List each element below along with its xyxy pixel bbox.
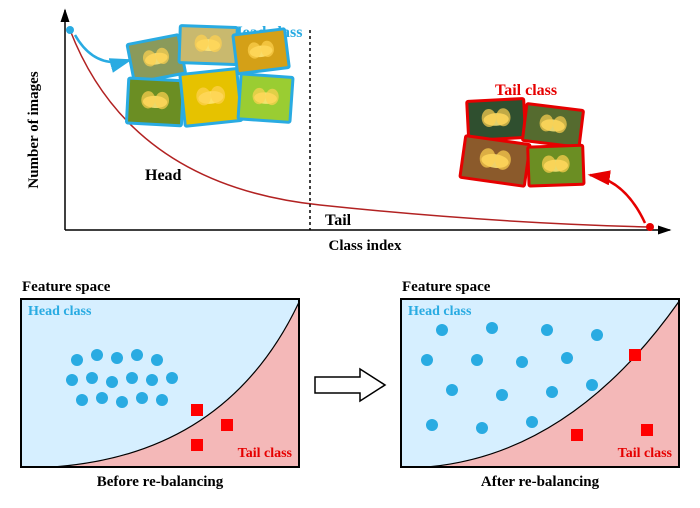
- before-caption: Before re-balancing: [20, 474, 300, 491]
- collage-tile: [526, 144, 585, 188]
- after-tail-label: Tail class: [618, 446, 672, 462]
- head-dot: [76, 394, 88, 406]
- head-dot: [476, 422, 488, 434]
- head-dot: [591, 329, 603, 341]
- head-dot: [526, 416, 538, 428]
- head-dot: [136, 392, 148, 404]
- head-dot: [471, 354, 483, 366]
- before-tail-label: Tail class: [238, 446, 292, 462]
- before-feature-box: Head class Tail class: [20, 298, 300, 468]
- tail-square: [191, 439, 203, 451]
- head-dot: [126, 372, 138, 384]
- after-panel: Feature space Head class Tail class Afte…: [400, 279, 680, 491]
- collage-tile: [236, 72, 294, 124]
- head-dot: [71, 354, 83, 366]
- head-dot: [496, 389, 508, 401]
- tail-square: [641, 424, 653, 436]
- collage-tile: [125, 76, 185, 127]
- head-dot: [96, 392, 108, 404]
- head-dot: [86, 372, 98, 384]
- head-dot: [516, 356, 528, 368]
- after-svg: [402, 300, 680, 468]
- head-dot: [541, 324, 553, 336]
- tail-square: [571, 429, 583, 441]
- head-dot: [421, 354, 433, 366]
- after-caption: After re-balancing: [400, 474, 680, 491]
- head-dot: [106, 376, 118, 388]
- before-panel-title: Feature space: [22, 279, 300, 296]
- head-dot: [66, 374, 78, 386]
- after-panel-title: Feature space: [402, 279, 680, 296]
- head-dot: [146, 374, 158, 386]
- curve-start-dot: [66, 26, 74, 34]
- tail-square: [191, 404, 203, 416]
- head-dot: [486, 322, 498, 334]
- head-region-label: Head: [145, 167, 182, 184]
- collage-tile: [177, 24, 238, 66]
- collage-tile: [521, 102, 585, 149]
- head-dot: [446, 384, 458, 396]
- head-dot: [166, 372, 178, 384]
- head-dot: [156, 394, 168, 406]
- head-dot: [131, 349, 143, 361]
- long-tail-distribution-chart: Number of images Class index Head Tail H…: [20, 5, 680, 255]
- before-panel: Feature space Head class Tail class Befo…: [20, 279, 300, 491]
- head-class-collage: [122, 21, 298, 140]
- collage-tile: [231, 27, 291, 75]
- tail-square: [629, 349, 641, 361]
- arrow-icon: [310, 365, 390, 405]
- head-dot: [426, 419, 438, 431]
- feature-space-comparison: Feature space Head class Tail class Befo…: [20, 270, 680, 500]
- collage-tile: [178, 67, 243, 128]
- tail-pointer-arrow: [590, 175, 645, 223]
- head-dot: [546, 386, 558, 398]
- head-dot: [111, 352, 123, 364]
- x-axis-label: Class index: [329, 238, 402, 254]
- rebalancing-arrow: [300, 365, 400, 405]
- head-dot: [91, 349, 103, 361]
- tail-region-label: Tail: [325, 212, 352, 229]
- head-dot: [586, 379, 598, 391]
- before-head-label: Head class: [28, 304, 91, 320]
- tail-class-collage: [458, 95, 593, 192]
- collage-tile: [458, 134, 532, 188]
- after-feature-box: Head class Tail class: [400, 298, 680, 468]
- tail-square: [221, 419, 233, 431]
- head-dot: [561, 352, 573, 364]
- head-dot: [436, 324, 448, 336]
- head-dot: [151, 354, 163, 366]
- after-head-label: Head class: [408, 304, 471, 320]
- curve-end-dot: [646, 223, 654, 231]
- y-axis-label: Number of images: [26, 71, 42, 188]
- head-dot: [116, 396, 128, 408]
- before-svg: [22, 300, 300, 468]
